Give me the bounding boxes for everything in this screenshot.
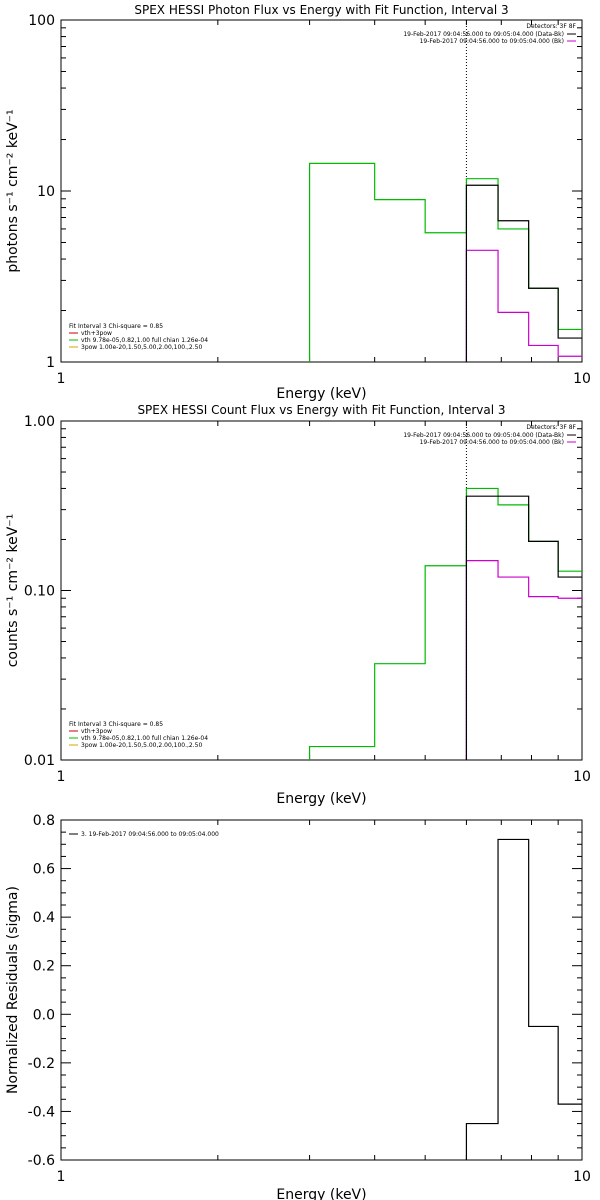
legend-entry-label: 19-Feb-2017 09:04:56.000 to 09:05:04.000… [420, 38, 564, 45]
x-tick-label: 10 [573, 1169, 591, 1185]
y-tick-label: 0.8 [33, 813, 55, 829]
legend-entry-label: vth+3pow [81, 330, 112, 337]
series-line-2 [465, 560, 582, 760]
legend-entry-label: 19-Feb-2017 09:04:56.000 to 09:05:04.000… [403, 432, 564, 439]
chart-panel-1: 1 10 1 10 100 SPEX HESSI Photon Flux vs Energ… [5, 3, 591, 402]
x-axis-label: Energy (keV) [276, 791, 366, 807]
y-tick-label: 0.6 [33, 862, 55, 878]
series-line-3 [308, 162, 582, 362]
fit-legend-header: Fit Interval 3 Chi-square = 0.85 [69, 323, 163, 330]
y-tick-label: 1 [46, 355, 55, 371]
legend-entry-label: vth 9.78e-05,0.82,1.00 full chian 1.26e-… [81, 337, 208, 344]
y-axis-label: Normalized Residuals (sigma) [5, 886, 21, 1094]
legend-entry-label: 3pow 1.00e-20,1.50,5.00,2.00,100.,2.50 [81, 742, 202, 749]
y-tick-label: 0.10 [24, 584, 55, 600]
chart-panel-3: 1 10 -0.6 -0.4 -0.2 0.0 0.2 0.4 0.6 0.8 Energy (ke… [5, 813, 591, 1200]
x-axis-label: Energy (keV) [276, 1187, 366, 1200]
y-tick-label: 0.0 [33, 1007, 55, 1023]
series-line-1 [465, 495, 582, 760]
plot-frame [60, 19, 583, 363]
series-line-1 [465, 838, 582, 1160]
plot-frame [60, 819, 583, 1161]
y-axis-label: photons s⁻¹ cm⁻² keV⁻¹ [5, 109, 21, 272]
series-line-2 [465, 249, 582, 362]
legend-entry-label: vth+3pow [81, 728, 112, 735]
legend-entry-label: 3. 19-Feb-2017 09:04:56.000 to 09:05:04.… [81, 831, 219, 838]
x-tick-label: 1 [57, 769, 66, 785]
fit-legend-header: Fit Interval 3 Chi-square = 0.85 [69, 721, 163, 728]
y-tick-label: 10 [37, 184, 55, 200]
legend-header: Detectors: 3F 8F [526, 424, 576, 431]
y-tick-label: 0.2 [33, 959, 55, 975]
y-tick-label: -0.6 [28, 1153, 55, 1169]
x-tick-label: 1 [57, 1169, 66, 1185]
legend-entry-label: 19-Feb-2017 09:04:56.000 to 09:05:04.000… [403, 31, 564, 38]
x-tick-label: 1 [57, 371, 66, 387]
chart-title: SPEX HESSI Photon Flux vs Energy with Fi… [134, 3, 508, 17]
x-tick-label: 10 [573, 371, 591, 387]
series-line-3 [308, 487, 582, 760]
legend-entry-label: 19-Feb-2017 09:04:56.000 to 09:05:04.000… [420, 439, 564, 446]
y-axis-label: counts s⁻¹ cm⁻² keV⁻¹ [5, 514, 21, 668]
y-tick-label: -0.2 [28, 1056, 55, 1072]
x-tick-label: 10 [573, 769, 591, 785]
legend-header: Detectors: 3F 8F [526, 23, 576, 30]
y-tick-label: 100 [28, 13, 55, 29]
legend-entry-label: vth 9.78e-05,0.82,1.00 full chian 1.26e-… [81, 735, 208, 742]
y-tick-label: 0.4 [33, 910, 55, 926]
chart-title: SPEX HESSI Count Flux vs Energy with Fit… [137, 403, 505, 417]
chart-panel-2: 1 10 0.01 0.10 1.00 SPEX HESSI Count Flux vs … [5, 403, 591, 807]
y-tick-label: 0.01 [24, 753, 55, 769]
plot-frame [60, 420, 583, 761]
x-axis-label: Energy (keV) [276, 386, 366, 402]
legend-entry-label: 3pow 1.00e-20,1.50,5.00,2.00,100.,2.50 [81, 344, 202, 351]
y-tick-label: 1.00 [24, 414, 55, 430]
series-line-1 [465, 184, 582, 362]
y-tick-label: -0.4 [28, 1104, 55, 1120]
